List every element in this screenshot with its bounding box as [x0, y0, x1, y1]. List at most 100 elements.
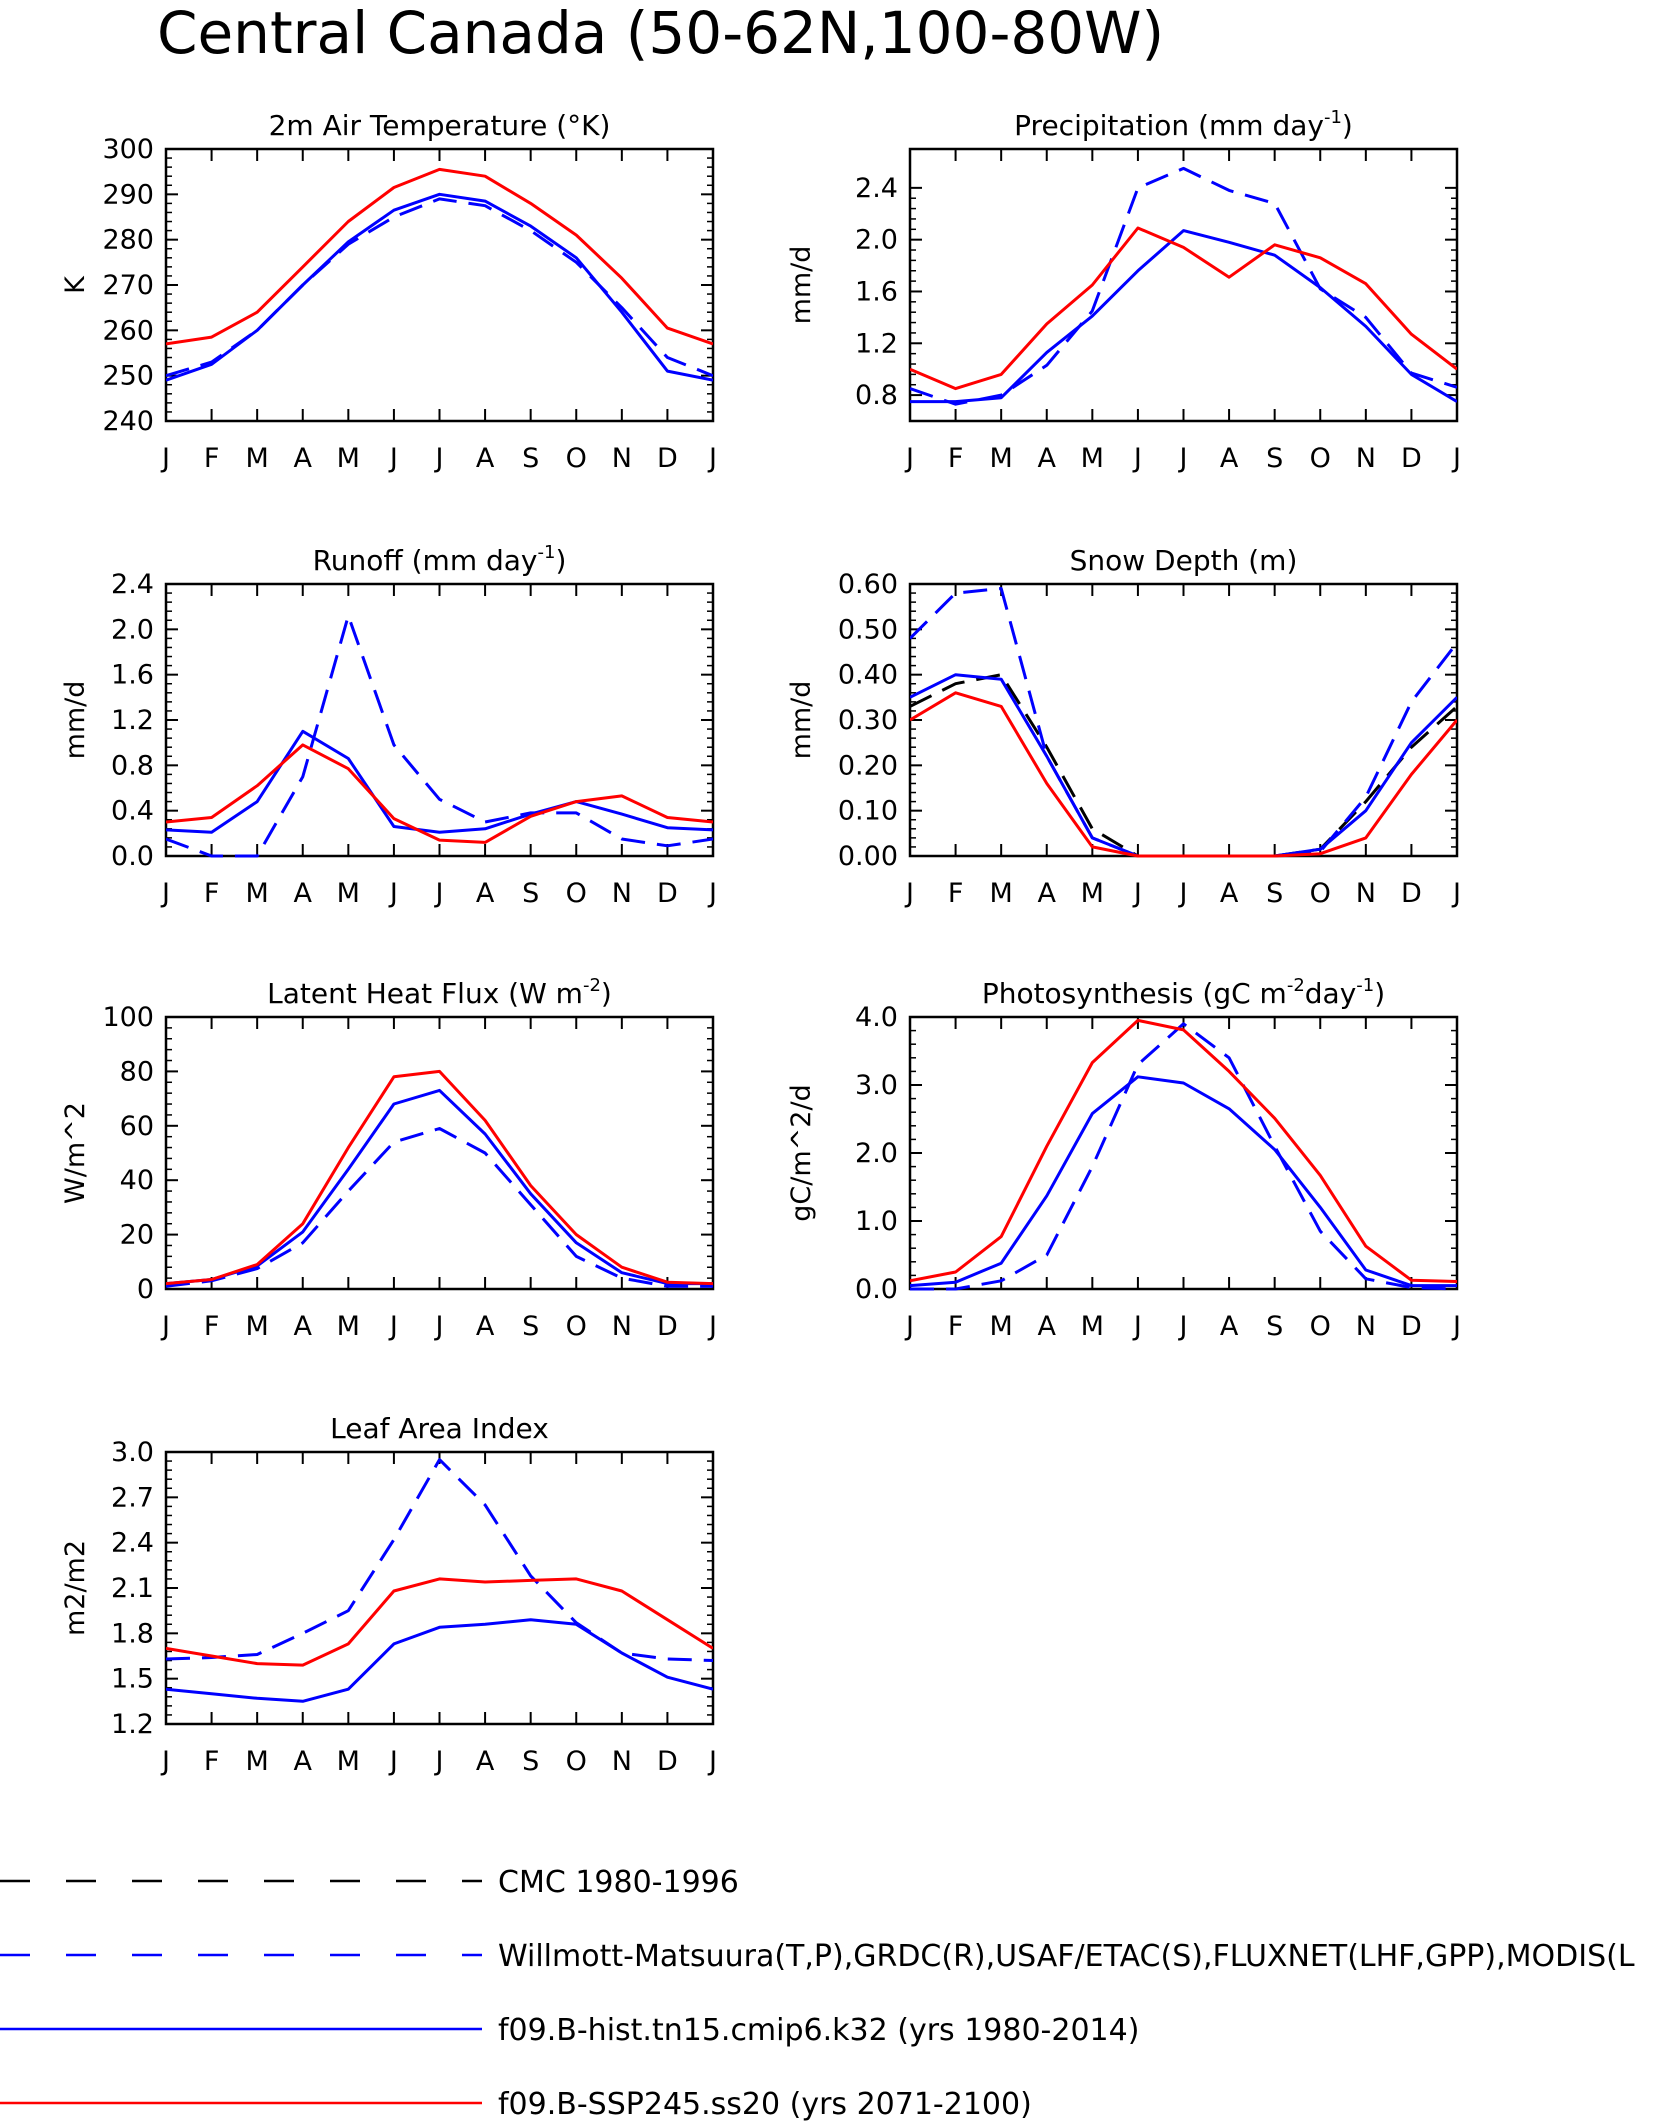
y-axis-label: K: [60, 275, 91, 294]
panel-title: Snow Depth (m): [1070, 544, 1298, 577]
y-tick-label: 0.8: [111, 750, 154, 781]
plot-frame: [908, 147, 1459, 423]
x-tick-label: J: [1451, 878, 1461, 909]
x-tick-label: J: [388, 878, 398, 909]
y-tick-label: 2.0: [855, 225, 898, 256]
y-tick-label: 0: [137, 1274, 154, 1305]
x-tick-label: S: [522, 1746, 539, 1777]
y-tick-label: 250: [102, 361, 154, 392]
x-tick-label: N: [612, 878, 632, 909]
y-tick-label: 4.0: [855, 1002, 898, 1033]
x-tick-label: A: [294, 443, 313, 474]
x-tick-label: D: [1401, 878, 1422, 909]
legend-label: CMC 1980-1996: [498, 1865, 739, 1900]
x-tick-label: J: [904, 1311, 914, 1342]
x-tick-label: N: [1356, 878, 1376, 909]
x-tick-label: S: [522, 443, 539, 474]
x-tick-label: J: [1451, 443, 1461, 474]
x-tick-label: O: [1310, 443, 1331, 474]
x-tick-label: A: [476, 1311, 495, 1342]
y-tick-label: 1.2: [855, 328, 898, 359]
x-tick-label: J: [1178, 878, 1188, 909]
x-tick-label: J: [434, 443, 444, 474]
y-tick-label: 0.0: [111, 841, 154, 872]
y-axis-label: m2/m2: [60, 1540, 91, 1636]
x-tick-label: A: [1220, 443, 1239, 474]
x-tick-label: F: [204, 878, 220, 909]
x-tick-label: M: [246, 443, 269, 474]
plot-frame: [164, 147, 715, 423]
x-tick-label: J: [434, 1311, 444, 1342]
y-axis-label: mm/d: [786, 246, 817, 325]
x-tick-label: S: [1266, 878, 1283, 909]
y-tick-label: 270: [102, 270, 154, 301]
panels: 2m Air Temperature (°K) 240 250 260 270 280 29…: [60, 107, 1461, 1777]
y-tick-label: 2.4: [855, 173, 898, 204]
series-line-obs: [166, 614, 713, 858]
x-tick-label: A: [294, 878, 313, 909]
y-tick-label: 40: [120, 1165, 154, 1196]
x-tick-label: M: [337, 1746, 360, 1777]
x-tick-label: N: [1356, 1311, 1376, 1342]
series-line-obs: [166, 197, 713, 378]
x-tick-label: S: [522, 878, 539, 909]
x-tick-label: A: [476, 1746, 495, 1777]
y-tick-label: 1.0: [855, 1206, 898, 1237]
x-tick-label: O: [566, 1746, 587, 1777]
panel-6: Photosynthesis (gC m-2day-1) 0.0 1.0 2.0 3.0…: [786, 975, 1461, 1342]
panel-2: Precipitation (mm day-1) 0.8 1.2 1.6 2.0 2.4 J…: [786, 107, 1461, 474]
legend-label: f09.B-hist.tn15.cmip6.k32 (yrs 1980-2014…: [498, 2013, 1139, 2048]
x-tick-label: J: [1451, 1311, 1461, 1342]
panel-3: Runoff (mm day-1) 0.0 0.4 0.8 1.2 1.6 2.0 2.4 J F…: [60, 542, 717, 909]
x-tick-label: S: [1266, 1311, 1283, 1342]
series-line-ssp: [910, 226, 1457, 391]
x-tick-label: J: [160, 1746, 170, 1777]
series-line-hist: [910, 229, 1457, 404]
x-tick-label: O: [1310, 1311, 1331, 1342]
y-tick-label: 20: [120, 1220, 154, 1251]
panel-4: Snow Depth (m) 0.00 0.10 0.20 0.30 0.40 0.50 0.…: [786, 544, 1461, 909]
legend-item-ssp: f09.B-SSP245.ss20 (yrs 2071-2100): [0, 2087, 1032, 2122]
x-tick-label: A: [1038, 443, 1057, 474]
y-tick-label: 2.4: [111, 1528, 154, 1559]
x-tick-label: F: [204, 1311, 220, 1342]
x-tick-label: J: [434, 1746, 444, 1777]
y-tick-label: 2.0: [855, 1138, 898, 1169]
series-line-obs: [910, 587, 1457, 858]
x-tick-label: F: [948, 443, 964, 474]
main-title: Central Canada (50-62N,100-80W): [157, 0, 1164, 67]
series-line-hist: [166, 729, 713, 834]
x-tick-label: J: [1132, 1311, 1142, 1342]
x-tick-label: S: [1266, 443, 1283, 474]
y-tick-label: 3.0: [855, 1070, 898, 1101]
y-tick-label: 0.0: [855, 1274, 898, 1305]
x-tick-label: J: [904, 878, 914, 909]
x-tick-label: J: [1132, 443, 1142, 474]
panel-title: 2m Air Temperature (°K): [269, 109, 611, 142]
x-tick-label: M: [990, 443, 1013, 474]
y-tick-label: 1.5: [111, 1664, 154, 1695]
x-tick-label: D: [657, 443, 678, 474]
plot-frame: [164, 1015, 715, 1291]
y-tick-label: 0.40: [838, 660, 898, 691]
legend-label: f09.B-SSP245.ss20 (yrs 2071-2100): [498, 2087, 1032, 2122]
series-line-cmc: [910, 673, 1457, 858]
x-tick-label: N: [1356, 443, 1376, 474]
x-tick-label: O: [1310, 878, 1331, 909]
x-tick-label: J: [1178, 1311, 1188, 1342]
y-tick-label: 290: [102, 179, 154, 210]
series-line-hist: [166, 1618, 713, 1703]
x-tick-label: N: [612, 1746, 632, 1777]
y-tick-label: 3.0: [111, 1437, 154, 1468]
x-tick-label: M: [990, 878, 1013, 909]
y-tick-label: 0.4: [111, 796, 154, 827]
x-tick-label: M: [1081, 1311, 1104, 1342]
y-tick-label: 2.4: [111, 569, 154, 600]
y-tick-label: 260: [102, 315, 154, 346]
x-tick-label: D: [657, 1746, 678, 1777]
y-axis-label: gC/m^2/d: [786, 1084, 817, 1221]
x-tick-label: M: [990, 1311, 1013, 1342]
x-tick-label: F: [948, 1311, 964, 1342]
series-line-ssp: [166, 1069, 713, 1286]
